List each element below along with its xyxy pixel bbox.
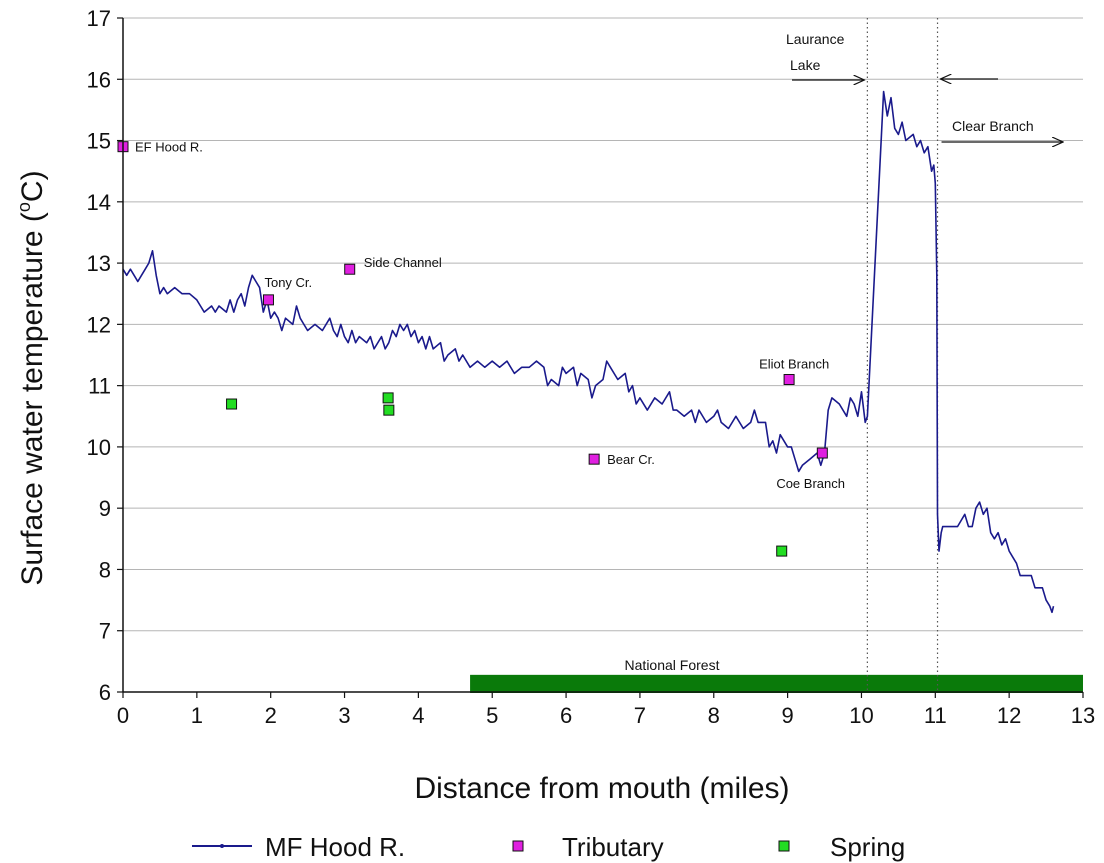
y-axis-label: Surface water temperature (oC) [14,170,49,585]
y-axis-label-main: Surface water temperature ( [16,212,49,586]
y-tick-label-15: 15 [87,129,111,154]
y-tick-label-7: 7 [99,619,111,644]
x-tick-label-2: 2 [265,703,277,728]
x-tick-label-3: 3 [338,703,350,728]
tributary-label-2: Side Channel [364,255,442,270]
y-tick-label-14: 14 [87,190,111,215]
legend-spring-swatch [778,840,790,852]
x-tick-label-7: 7 [634,703,646,728]
tributary-label-5: Coe Branch [776,476,845,491]
annotation-national-forest: National Forest [625,657,720,673]
x-tick-label-6: 6 [560,703,572,728]
spring-marker [383,404,395,416]
annotation-clear-branch: Clear Branch [952,118,1034,134]
annotations: Laurance Lake Clear Branch National Forest [625,31,1063,673]
legend-label-tributary: Tributary [562,832,664,862]
x-tick-label-5: 5 [486,703,498,728]
y-tick-label-16: 16 [87,67,111,92]
y-tick-label-10: 10 [87,435,111,460]
y-tick-label-11: 11 [88,374,111,399]
tributary-label-4: Eliot Branch [759,357,829,372]
tributary-label-0: EF Hood R. [135,140,203,155]
annotation-lake: Lake [790,57,821,73]
y-axis-label-tail: C) [16,170,49,202]
x-tick-label-10: 10 [849,703,873,728]
x-tick-label-1: 1 [191,703,203,728]
tributary-marker [816,447,828,459]
x-tick-label-8: 8 [708,703,720,728]
x-tick-label-13: 13 [1071,703,1095,728]
spring-marker [226,398,238,410]
y-tick-label-12: 12 [87,312,111,337]
spring-marker [776,545,788,557]
y-tick-label-6: 6 [99,680,111,705]
y-tick-label-8: 8 [99,557,111,582]
axes [122,18,1083,693]
tributary-label-1: Tony Cr. [264,275,312,290]
tributary-marker [344,263,356,275]
legend-label-spring: Spring [830,832,905,862]
legend: MF Hood R. Tributary Spring [192,832,905,862]
series-mf-hood-r [122,90,1055,614]
y-tick-label-17: 17 [87,6,111,31]
legend-label-mf-hood-r: MF Hood R. [265,832,405,862]
tributary-label-3: Bear Cr. [607,452,655,467]
x-tick-label-11: 11 [924,703,947,728]
annotation-laurance: Laurance [786,31,845,47]
x-tick-label-9: 9 [781,703,793,728]
series-line-mf-hood-r [122,90,1055,614]
x-tick-label-12: 12 [997,703,1021,728]
spring-marker [382,392,394,404]
y-tick-label-9: 9 [99,496,111,521]
lake-boundary-lines [866,18,939,692]
y-axis-label-sup: o [14,202,34,212]
legend-line-dot [220,844,224,848]
x-tick-label-4: 4 [412,703,424,728]
national-forest-band [470,674,1084,693]
tributary-marker [588,453,600,465]
legend-tributary-swatch [512,840,524,852]
x-axis-label: Distance from mouth (miles) [414,772,789,805]
tributary-marker [262,294,274,306]
national-forest-bar [470,674,1084,693]
x-tick-label-0: 0 [117,703,129,728]
y-tick-label-13: 13 [87,251,111,276]
tributary-marker [783,374,795,386]
